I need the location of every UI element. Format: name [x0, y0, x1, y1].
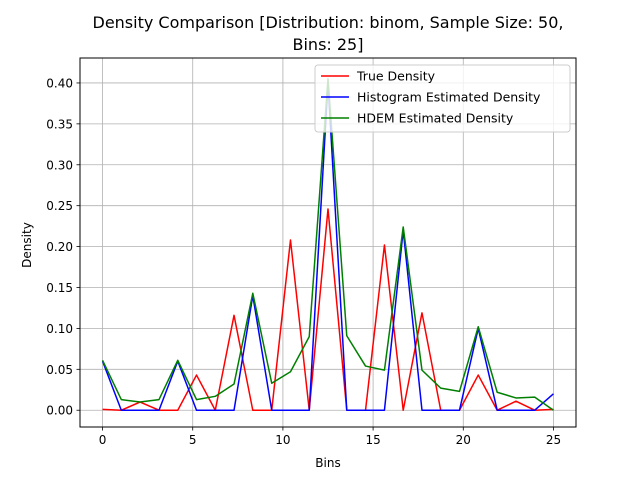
- tick-layer: 0 5 10 15 20 25 0.00 0.05 0.10 0.15 0.20 0.25 0.30 0.…: [46, 76, 561, 447]
- y-tick-label: 0.30: [46, 158, 73, 172]
- x-tick-label: 25: [546, 433, 561, 447]
- chart-title-line2: Bins: 25]: [293, 35, 364, 54]
- plot-frame: [79, 57, 577, 428]
- legend-entry: HDEM Estimated Density: [357, 111, 514, 126]
- y-tick-label: 0.05: [46, 363, 73, 377]
- y-axis-label: Density: [20, 222, 34, 268]
- x-tick-label: 5: [189, 433, 197, 447]
- legend-box: [314, 64, 571, 133]
- x-tick-label: 15: [365, 433, 380, 447]
- y-tick-label: 0.40: [46, 76, 73, 90]
- y-tick-label: 0.00: [46, 404, 73, 418]
- legend: True Density Histogram Estimated Density H…: [314, 64, 571, 133]
- x-tick-label: 0: [99, 433, 107, 447]
- legend-entry: True Density: [356, 69, 436, 84]
- y-tick-label: 0.20: [46, 240, 73, 254]
- x-axis-label: Bins: [315, 456, 340, 470]
- chart-title-line1: Density Comparison [Distribution: binom,…: [93, 13, 564, 32]
- y-tick-label: 0.35: [46, 117, 73, 131]
- x-tick-label: 10: [275, 433, 290, 447]
- x-tick-label: 20: [456, 433, 471, 447]
- y-tick-label: 0.25: [46, 199, 73, 213]
- y-tick-label: 0.15: [46, 281, 73, 295]
- y-tick-label: 0.10: [46, 322, 73, 336]
- legend-entry: Histogram Estimated Density: [357, 90, 541, 105]
- series-line-1: [102, 208, 554, 411]
